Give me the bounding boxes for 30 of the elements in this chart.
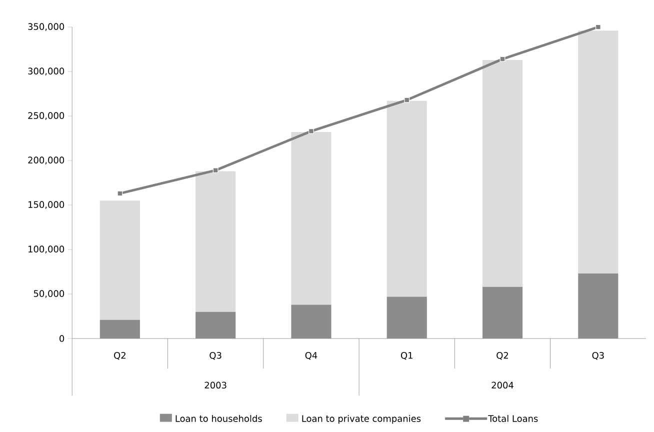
text: 2004 (492, 382, 514, 389)
y-tick-label: 300,000 (28, 68, 64, 76)
x-tick-label: Q4 (305, 352, 318, 360)
legend-label: Total Loans (488, 415, 538, 422)
legend-label: Loan to private companies (302, 415, 421, 424)
point (500, 56, 506, 62)
legend-label: Loan to households (176, 415, 262, 422)
text: 2003 (204, 382, 226, 389)
y-tick-label: 350,000 (28, 23, 64, 32)
y-tick-label: 100,000 (28, 246, 64, 254)
y-tick-label: 50,000 (34, 290, 64, 298)
x-tick-label: Q3 (210, 352, 222, 360)
point (595, 24, 601, 30)
bar (578, 30, 618, 274)
point (212, 168, 218, 174)
y-tick-label: 0 (60, 335, 64, 342)
bar (482, 60, 523, 288)
x-tick-label: Q1 (400, 352, 412, 360)
point (308, 128, 314, 134)
y-tick-label: 150,000 (28, 201, 64, 210)
bar (386, 101, 427, 297)
x-tick-label: Q2 (114, 352, 126, 360)
y-tick-label: 200,000 (28, 156, 64, 165)
point (404, 97, 410, 103)
x-tick-label: Q3 (592, 352, 604, 360)
bar (291, 132, 332, 305)
bar (100, 200, 140, 320)
bar (196, 171, 236, 312)
x-tick-label: Q2 (496, 352, 508, 360)
y-tick-label: 250,000 (28, 112, 64, 120)
